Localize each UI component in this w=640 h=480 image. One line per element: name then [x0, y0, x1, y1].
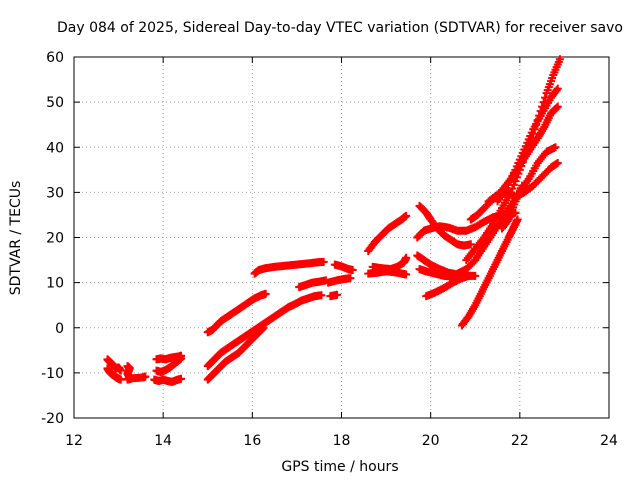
y-tick-label: 0 [55, 321, 64, 337]
data-point-marker [333, 290, 342, 299]
data-point-marker [116, 375, 125, 384]
data-series-s1 [103, 355, 125, 375]
data-point-marker [518, 181, 527, 190]
data-point-marker [464, 271, 473, 280]
data-point-marker [261, 289, 270, 298]
data-series-s8 [203, 291, 326, 371]
data-series-s23 [457, 215, 522, 330]
data-series-s6 [150, 374, 185, 386]
data-point-marker [402, 211, 411, 220]
data-point-marker [553, 102, 562, 111]
data-series-s28 [493, 84, 562, 206]
data-series-s15 [364, 211, 411, 256]
y-tick-label: 30 [46, 185, 64, 201]
data-series-s29 [498, 181, 527, 233]
data-point-marker [402, 270, 411, 279]
data-point-marker [513, 215, 522, 224]
y-tick-label: 60 [46, 50, 64, 66]
data-point-marker [141, 372, 150, 381]
data-point-marker [512, 173, 521, 182]
data-series-s3 [123, 362, 150, 384]
data-point-marker [471, 271, 480, 280]
x-tick-label: 22 [511, 433, 529, 449]
data-point-marker [552, 103, 561, 112]
x-axis-label: GPS time / hours [281, 459, 398, 475]
y-tick-label: 50 [46, 95, 64, 111]
data-point-marker [177, 354, 185, 363]
data-series-s17 [368, 253, 411, 274]
chart-title: Day 084 of 2025, Sidereal Day-to-day VTE… [57, 20, 623, 36]
x-tick-label: 12 [65, 433, 83, 449]
data-series-s2 [103, 364, 125, 384]
x-tick-labels: 12 14 16 18 20 22 24 [65, 433, 618, 449]
data-point-marker [552, 86, 561, 95]
y-tick-label: -10 [41, 366, 64, 382]
y-tick-labels: -20 -10 0 10 20 30 40 50 60 [41, 50, 64, 427]
data-point-marker [319, 257, 328, 266]
data-point-marker [503, 216, 512, 225]
data-point-marker [466, 240, 475, 249]
x-tick-label: 18 [333, 433, 351, 449]
data-point-marker [402, 253, 411, 262]
data-point-marker [177, 374, 185, 383]
y-tick-label: 20 [46, 231, 64, 247]
data-series-s20 [422, 271, 473, 301]
data-point-marker [553, 84, 562, 93]
data-points [103, 55, 564, 386]
data-point-marker [348, 265, 357, 274]
data-point-marker [259, 323, 268, 332]
data-series-s14 [330, 260, 357, 274]
x-tick-label: 16 [243, 433, 261, 449]
data-point-marker [346, 274, 355, 283]
data-series-s5 [152, 354, 185, 376]
y-axis-label: SDTVAR / TECUs [8, 181, 24, 296]
y-tick-label: 10 [46, 276, 64, 292]
data-series-s16 [364, 267, 411, 279]
x-tick-label: 24 [600, 433, 618, 449]
data-series-s7 [203, 289, 270, 337]
data-series-s22 [415, 201, 475, 250]
data-series-s10 [250, 257, 328, 278]
data-point-marker [317, 291, 326, 300]
y-tick-label: -20 [41, 411, 64, 427]
data-series-s13 [324, 274, 355, 287]
data-series-s12 [326, 290, 342, 301]
data-point-marker [553, 159, 562, 168]
data-series-s9 [203, 323, 268, 384]
x-tick-label: 14 [154, 433, 172, 449]
data-point-marker [555, 55, 564, 64]
y-tick-label: 40 [46, 140, 64, 156]
x-tick-label: 20 [422, 433, 440, 449]
data-point-marker [116, 366, 125, 375]
data-series-s11 [295, 276, 330, 292]
data-point-marker [551, 143, 560, 152]
axis-ticks [73, 56, 610, 419]
